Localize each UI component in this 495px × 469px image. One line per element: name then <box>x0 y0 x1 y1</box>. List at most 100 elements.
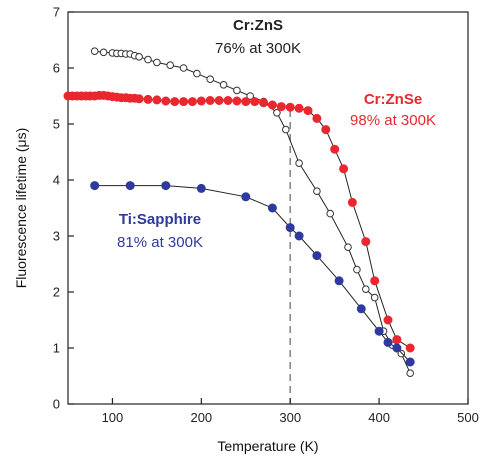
data-point-cr-zns <box>206 75 214 83</box>
data-point-cr-znse <box>152 95 162 105</box>
data-point-cr-zns <box>193 69 201 78</box>
x-tick-label: 400 <box>368 410 390 425</box>
data-point-cr-zns <box>397 349 406 358</box>
series-cr-zns <box>90 47 415 378</box>
annotation-ti-sapphire: Ti:Sapphire 81% at 300K <box>117 211 203 251</box>
annotation-cr-znse: Cr:ZnSe 98% at 300K <box>350 91 436 129</box>
data-point-cr-znse <box>134 94 144 104</box>
x-axis-label: Temperature (K) <box>217 438 318 454</box>
data-point-cr-znse <box>303 106 313 116</box>
data-point-cr-znse <box>143 94 153 104</box>
data-point-cr-znse <box>170 97 180 107</box>
data-point-cr-znse <box>232 96 242 106</box>
series-layer <box>63 47 415 378</box>
data-point-cr-znse <box>259 98 269 108</box>
data-point-cr-zns <box>326 209 335 218</box>
data-point-cr-znse <box>214 96 224 106</box>
series-ti-sapphire <box>90 181 415 367</box>
data-point-cr-znse <box>339 164 349 174</box>
data-point-ti-sapphire <box>405 357 415 367</box>
annotation-cr-zns-text: 76% at 300K <box>215 40 301 57</box>
data-point-cr-zns <box>153 58 161 67</box>
data-point-cr-znse <box>250 97 260 107</box>
y-tick-label: 6 <box>53 61 60 76</box>
data-point-ti-sapphire <box>374 326 384 336</box>
data-point-cr-zns <box>353 265 361 274</box>
y-tick-label: 7 <box>53 5 60 20</box>
data-point-cr-znse <box>405 343 415 353</box>
x-tick-label: 200 <box>190 410 212 425</box>
data-point-cr-znse <box>196 96 206 106</box>
annotation-cr-znse-text: 98% at 300K <box>350 112 436 129</box>
plot-frame <box>67 11 469 405</box>
data-point-cr-znse <box>330 144 340 154</box>
x-tick-label: 500 <box>457 410 479 425</box>
y-axis-ticks: 0 1 2 3 4 5 6 7 <box>53 5 74 412</box>
data-point-ti-sapphire <box>267 203 277 213</box>
data-point-cr-zns <box>362 285 370 294</box>
annotation-cr-znse-name: Cr:ZnSe <box>364 91 422 108</box>
data-point-ti-sapphire <box>161 181 171 191</box>
data-point-cr-znse <box>294 103 304 113</box>
data-point-cr-znse <box>361 237 371 247</box>
data-point-ti-sapphire <box>125 181 135 191</box>
data-point-ti-sapphire <box>285 223 295 233</box>
plot-area <box>63 11 469 405</box>
data-point-ti-sapphire <box>312 251 322 261</box>
data-point-cr-zns <box>344 243 352 251</box>
annotation-cr-zns-name: Cr:ZnS <box>233 17 283 34</box>
data-point-cr-znse <box>312 113 322 123</box>
data-point-ti-sapphire <box>383 337 393 347</box>
data-point-ti-sapphire <box>356 304 366 314</box>
series-cr-znse <box>63 90 415 353</box>
data-point-cr-zns <box>313 187 321 195</box>
data-point-cr-znse <box>205 96 215 106</box>
data-point-cr-znse <box>223 96 233 106</box>
data-point-cr-znse <box>285 102 295 112</box>
data-point-ti-sapphire <box>294 231 304 241</box>
y-tick-label: 3 <box>53 229 60 244</box>
y-tick-label: 0 <box>53 397 60 412</box>
data-point-ti-sapphire <box>196 183 206 193</box>
y-tick-label: 1 <box>53 341 60 356</box>
data-point-cr-znse <box>187 97 197 107</box>
data-point-cr-zns <box>233 86 241 95</box>
y-tick-label: 4 <box>53 173 60 188</box>
data-point-cr-znse <box>276 102 286 112</box>
data-point-cr-znse <box>267 100 277 110</box>
data-point-cr-zns <box>282 125 290 134</box>
data-point-ti-sapphire <box>392 343 402 353</box>
annotation-ti-sapphire-text: 81% at 300K <box>117 234 203 251</box>
x-tick-label: 300 <box>279 410 301 425</box>
data-point-cr-zns <box>219 81 228 89</box>
y-axis-label: Fluorescence lifetime (μs) <box>13 128 29 289</box>
annotation-ti-sapphire-name: Ti:Sapphire <box>119 211 201 228</box>
y-tick-label: 5 <box>53 117 60 132</box>
data-point-ti-sapphire <box>241 192 251 202</box>
data-point-cr-znse <box>347 197 357 207</box>
annotation-cr-zns: Cr:ZnS 76% at 300K <box>215 17 301 57</box>
x-tick-label: 100 <box>102 410 124 425</box>
data-point-cr-zns <box>90 47 99 56</box>
data-point-cr-znse <box>179 97 189 107</box>
data-point-cr-znse <box>161 96 171 106</box>
y-tick-label: 2 <box>53 285 60 300</box>
data-point-cr-zns <box>406 369 415 378</box>
data-point-cr-zns <box>246 92 254 100</box>
data-point-cr-zns <box>99 48 108 57</box>
data-point-cr-znse <box>383 315 393 325</box>
data-point-cr-zns <box>135 53 143 61</box>
data-point-ti-sapphire <box>90 181 100 191</box>
data-point-cr-zns <box>144 55 152 64</box>
data-point-cr-znse <box>392 335 402 345</box>
data-point-cr-zns <box>273 109 281 117</box>
data-point-cr-znse <box>241 97 251 107</box>
data-point-cr-znse <box>321 125 331 135</box>
data-point-cr-zns <box>295 159 303 167</box>
data-point-cr-znse <box>370 276 380 286</box>
data-point-cr-zns <box>179 64 188 72</box>
x-axis-ticks: 100 200 300 400 500 <box>102 398 479 425</box>
data-point-cr-zns <box>370 293 379 302</box>
data-point-ti-sapphire <box>334 276 344 286</box>
